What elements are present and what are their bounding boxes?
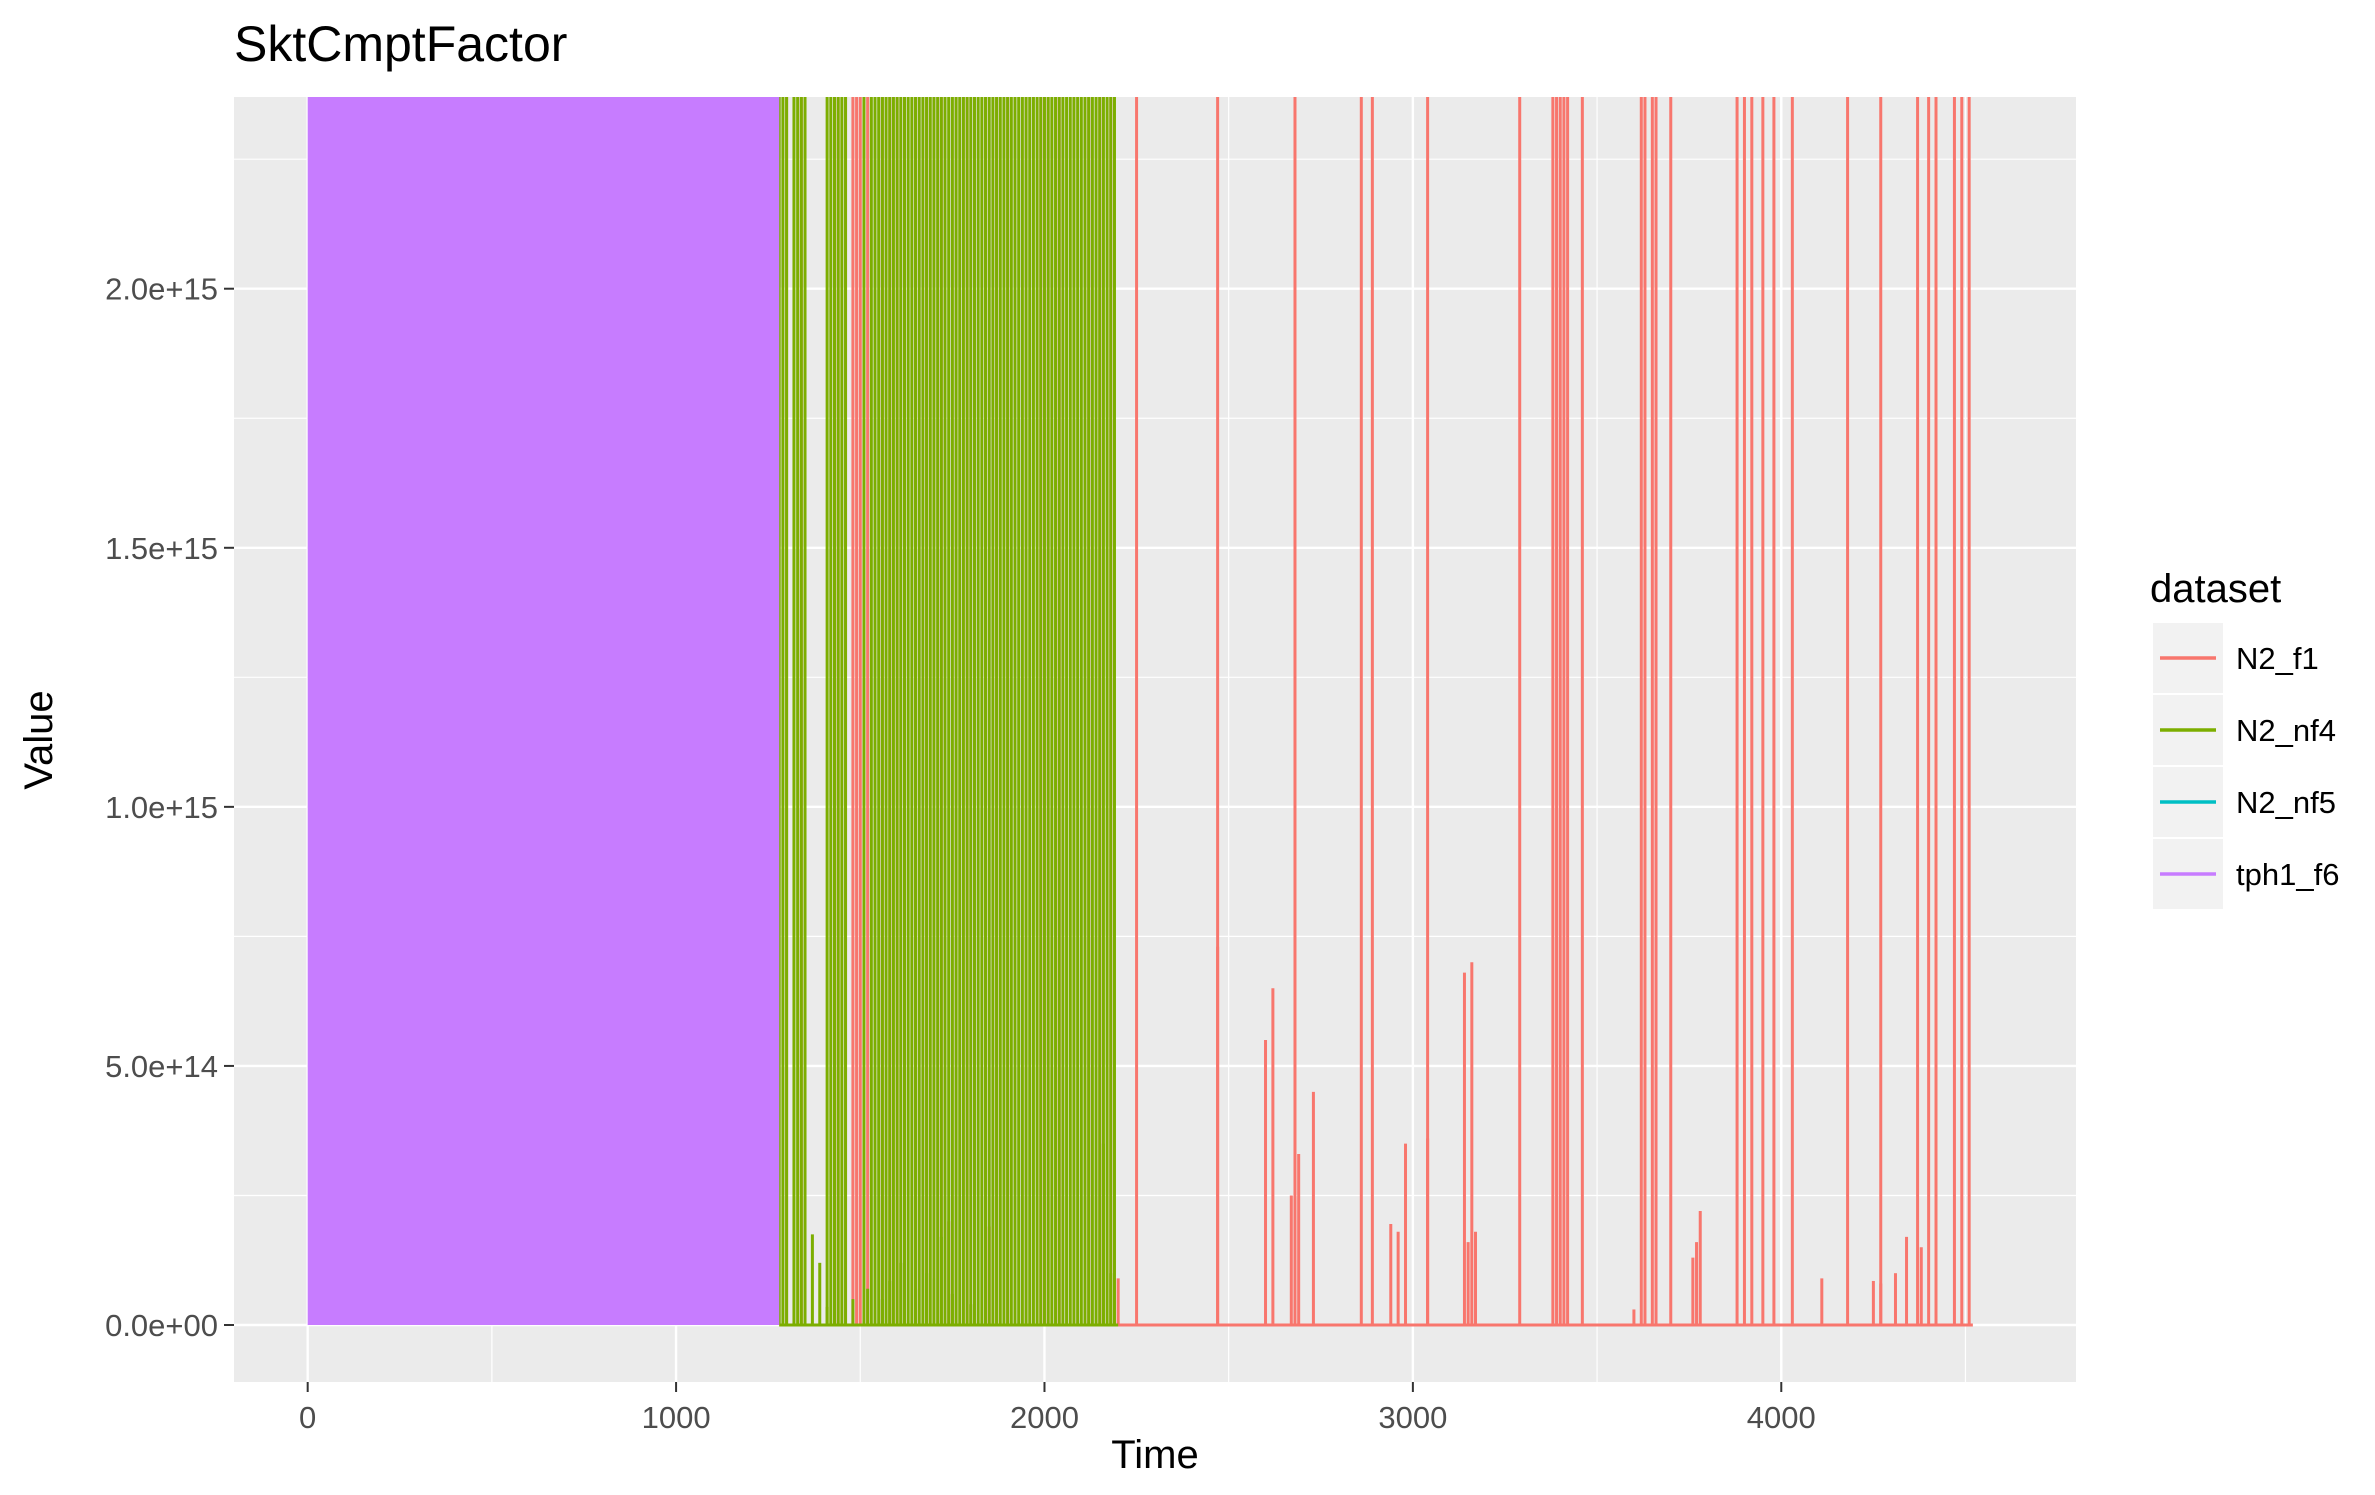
- legend-item: N2_nf4: [2153, 695, 2336, 765]
- x-tick-label: 1000: [642, 1400, 711, 1435]
- y-tick-label: 5.0e+14: [105, 1049, 218, 1084]
- x-tick-label: 0: [299, 1400, 316, 1435]
- legend-item: tph1_f6: [2153, 839, 2339, 909]
- x-axis: 0 1000 2000 3000 4000: [299, 1382, 1816, 1435]
- x-tick-label: 3000: [1378, 1400, 1447, 1435]
- y-tick-label: 2.0e+15: [105, 272, 218, 307]
- legend-items: N2_f1 N2_nf4 N2_nf5 tph1_f6: [2153, 623, 2339, 909]
- legend-label: N2_nf5: [2236, 785, 2336, 820]
- y-tick-label: 1.0e+15: [105, 790, 218, 825]
- series-N2_nf4: [777, 97, 1119, 1327]
- x-axis-title: Time: [1111, 1433, 1198, 1477]
- series-fill: [307, 97, 780, 1326]
- legend-label: tph1_f6: [2236, 857, 2339, 892]
- x-tick-label: 2000: [1010, 1400, 1079, 1435]
- legend-item: N2_nf5: [2153, 767, 2336, 837]
- y-tick-label: 1.5e+15: [105, 531, 218, 566]
- series-tph1_f6: [307, 97, 780, 1326]
- y-tick-label: 0.0e+00: [105, 1308, 218, 1343]
- y-axis: 0.0e+00 5.0e+14 1.0e+15 1.5e+15 2.0e+15: [105, 272, 234, 1343]
- legend-label: N2_f1: [2236, 641, 2319, 676]
- legend-label: N2_nf4: [2236, 713, 2336, 748]
- legend: dataset N2_f1 N2_nf4 N2_nf5 tph1_f6: [2150, 567, 2339, 909]
- series-layer: [307, 97, 1973, 1327]
- y-axis-title: Value: [17, 690, 61, 789]
- legend-item: N2_f1: [2153, 623, 2319, 693]
- legend-title: dataset: [2150, 567, 2281, 611]
- x-tick-label: 4000: [1747, 1400, 1816, 1435]
- chart-title: SktCmptFactor: [234, 16, 567, 72]
